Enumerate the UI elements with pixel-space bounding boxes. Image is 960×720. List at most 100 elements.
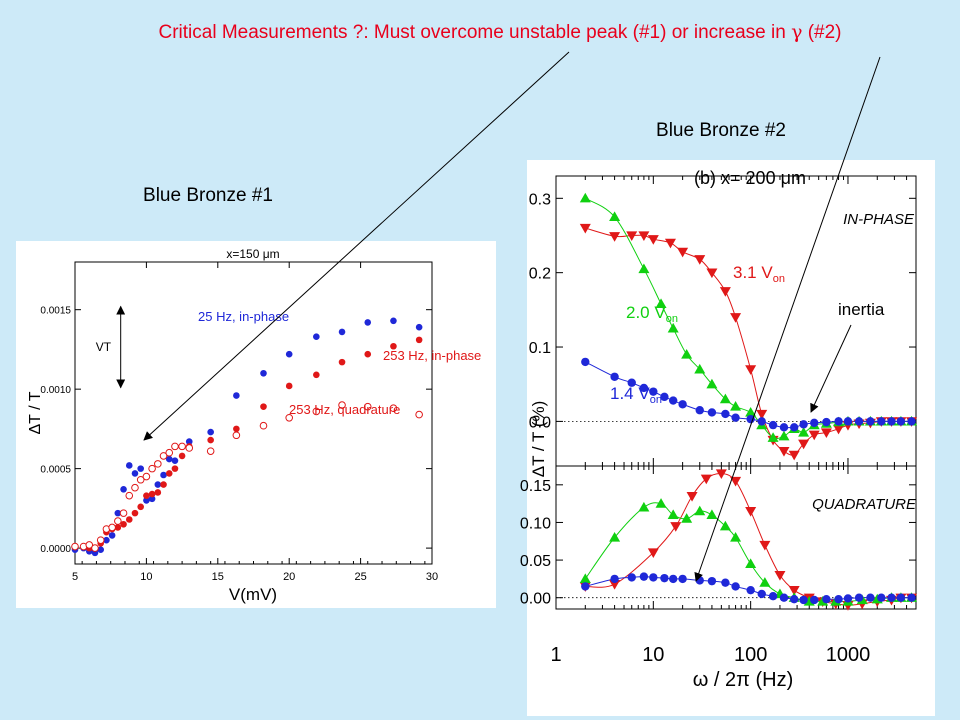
right-data-point xyxy=(834,417,843,426)
left-data-point xyxy=(148,464,156,473)
right-data-point xyxy=(700,474,712,485)
left-data-point xyxy=(259,421,268,430)
left-data-point xyxy=(159,452,168,460)
right-data-point xyxy=(730,476,742,487)
right-y-axis-label: ΔT / T (%) xyxy=(529,401,548,478)
legend-253hz-quadrature: 253 Hz, quadrature xyxy=(289,402,400,417)
right-data-point xyxy=(798,427,810,437)
right-data-point xyxy=(822,417,831,427)
right-data-point xyxy=(579,192,591,203)
right-data-point xyxy=(707,576,717,586)
right-data-point xyxy=(686,491,698,502)
right-data-point xyxy=(647,235,659,245)
right-data-point xyxy=(715,469,727,480)
right-data-point xyxy=(694,505,706,516)
right-x-axis-label: ω / 2π (Hz) xyxy=(693,669,794,691)
right-chart-panel: (b) x= 200 μm 0.00.10.20.30.000.050.100.… xyxy=(520,160,935,716)
right-data-point xyxy=(834,595,843,604)
right-data-point xyxy=(707,408,717,417)
pointer-arrow-to-peak xyxy=(143,51,570,441)
vt-indicator: VT xyxy=(96,305,126,389)
left-data-point xyxy=(285,413,294,422)
right-data-point xyxy=(660,392,669,402)
left-data-point xyxy=(143,492,150,499)
right-y-tick-label: 0.00 xyxy=(520,591,551,608)
right-data-point xyxy=(779,593,789,602)
right-data-point xyxy=(788,586,800,596)
right-data-point xyxy=(609,580,621,590)
left-x-axis-label: V(mV) xyxy=(229,585,277,604)
right-data-point xyxy=(756,409,768,420)
right-data-point xyxy=(667,322,679,333)
left-data-point xyxy=(364,319,372,326)
right-data-point xyxy=(745,558,757,568)
right-data-point xyxy=(730,313,742,323)
right-y-tick-label: 0.05 xyxy=(520,553,551,570)
left-data-point xyxy=(142,472,151,481)
left-data-point xyxy=(120,485,127,493)
right-data-point xyxy=(706,378,718,389)
right-chart-title: (b) x= 200 μm xyxy=(694,168,806,188)
right-y-tick-label: 0.10 xyxy=(520,515,551,532)
right-data-point xyxy=(810,595,819,605)
right-data-point xyxy=(721,578,730,587)
right-data-point xyxy=(730,401,742,411)
right-data-point xyxy=(581,582,590,591)
left-axis-ticks: 5 10 15 20 25 30 0.0000 0.0005 0.0010 0.0015 xyxy=(40,262,438,583)
pointer-arrow-to-gamma xyxy=(694,56,881,582)
left-data-point xyxy=(338,401,346,409)
left-data-point xyxy=(114,509,122,517)
right-data-point xyxy=(655,298,667,309)
right-data-point xyxy=(854,593,864,602)
left-data-point xyxy=(97,546,105,553)
left-y-tick-label: 0.0000 xyxy=(40,544,71,555)
headline-text: Critical Measurements ?: Must overcome u… xyxy=(159,22,786,43)
left-data-point xyxy=(363,402,372,411)
right-data-point xyxy=(843,417,853,426)
left-data-point xyxy=(85,541,94,549)
right-data-point xyxy=(820,428,832,439)
right-data-point xyxy=(767,432,779,442)
right-y-tick-label: 0.1 xyxy=(529,340,551,357)
right-data-point xyxy=(706,268,718,279)
right-data-point xyxy=(610,372,619,381)
right-data-point xyxy=(694,255,706,265)
right-data-point xyxy=(896,417,906,426)
left-data-point xyxy=(313,333,320,341)
left-data-point xyxy=(103,536,110,544)
left-data-point xyxy=(338,328,346,336)
right-data-point xyxy=(887,417,896,426)
left-data-point xyxy=(119,509,128,517)
left-x-tick-label: 5 xyxy=(72,571,78,583)
right-chart-background xyxy=(527,160,935,716)
left-chart-panel: x=150 μm 5 10 15 20 25 30 0.0000 0.0005 0.0010 0.… xyxy=(16,241,496,608)
right-data-point xyxy=(746,585,755,595)
right-data-point xyxy=(681,513,693,523)
left-data-point xyxy=(171,442,179,451)
right-data-point xyxy=(678,400,687,409)
left-data-point xyxy=(233,425,240,433)
left-data-point xyxy=(143,497,150,504)
left-data-point xyxy=(131,509,139,517)
series-label-3-1-von: 3.1 Von xyxy=(733,263,785,285)
right-caption: Blue Bronze #2 xyxy=(656,120,786,141)
right-data-point xyxy=(768,592,778,601)
left-caption: Blue Bronze #1 xyxy=(143,185,273,206)
right-data-point xyxy=(639,383,649,393)
left-data-point xyxy=(125,516,133,523)
right-data-point xyxy=(667,509,679,520)
right-data-point xyxy=(721,409,730,419)
right-data-point xyxy=(579,223,591,234)
left-data-point xyxy=(390,342,397,350)
left-data-point xyxy=(207,436,214,444)
right-data-point xyxy=(678,574,687,584)
right-data-point xyxy=(609,532,621,542)
left-data-point xyxy=(136,475,145,484)
left-x-tick-label: 25 xyxy=(354,571,366,583)
right-data-point xyxy=(609,232,621,242)
left-data-point xyxy=(108,523,116,532)
right-data-point xyxy=(799,595,808,605)
right-x-tick-label: 100 xyxy=(734,644,767,666)
left-data-point xyxy=(154,481,162,488)
